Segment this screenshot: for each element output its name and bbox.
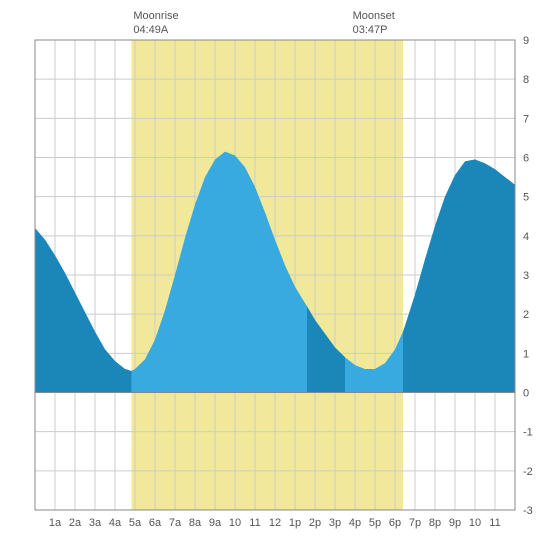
svg-text:9p: 9p <box>449 517 461 529</box>
svg-text:5a: 5a <box>129 517 142 529</box>
svg-text:11: 11 <box>249 517 260 529</box>
svg-text:5p: 5p <box>369 517 381 529</box>
svg-text:4p: 4p <box>349 517 361 529</box>
svg-text:9: 9 <box>523 35 529 47</box>
svg-text:7a: 7a <box>169 517 182 529</box>
tide-chart: 1a2a3a4a5a6a7a8a9a1011121p2p3p4p5p6p7p8p… <box>10 10 540 540</box>
svg-text:11: 11 <box>489 517 500 529</box>
svg-text:12: 12 <box>269 517 281 529</box>
svg-text:3a: 3a <box>89 517 102 529</box>
svg-text:8a: 8a <box>189 517 202 529</box>
svg-text:5: 5 <box>523 192 529 204</box>
svg-text:6: 6 <box>523 153 529 165</box>
svg-text:2a: 2a <box>69 517 82 529</box>
svg-text:1: 1 <box>523 348 529 360</box>
svg-text:2p: 2p <box>309 517 321 529</box>
svg-text:1p: 1p <box>289 517 301 529</box>
svg-text:8: 8 <box>523 74 529 86</box>
svg-text:7p: 7p <box>409 517 421 529</box>
svg-text:4a: 4a <box>109 517 122 529</box>
svg-text:3: 3 <box>523 270 529 282</box>
svg-text:4: 4 <box>523 231 529 243</box>
svg-text:10: 10 <box>469 517 481 529</box>
svg-text:-2: -2 <box>523 466 533 478</box>
svg-text:10: 10 <box>229 517 241 529</box>
svg-text:-3: -3 <box>523 505 533 517</box>
svg-text:-1: -1 <box>523 427 533 439</box>
svg-text:3p: 3p <box>329 517 341 529</box>
svg-text:6a: 6a <box>149 517 162 529</box>
svg-text:0: 0 <box>523 388 529 400</box>
svg-text:1a: 1a <box>49 517 62 529</box>
svg-text:7: 7 <box>523 113 529 125</box>
svg-text:8p: 8p <box>429 517 441 529</box>
svg-text:9a: 9a <box>209 517 222 529</box>
svg-text:6p: 6p <box>389 517 401 529</box>
chart-svg: 1a2a3a4a5a6a7a8a9a1011121p2p3p4p5p6p7p8p… <box>10 10 540 540</box>
svg-text:2: 2 <box>523 309 529 321</box>
